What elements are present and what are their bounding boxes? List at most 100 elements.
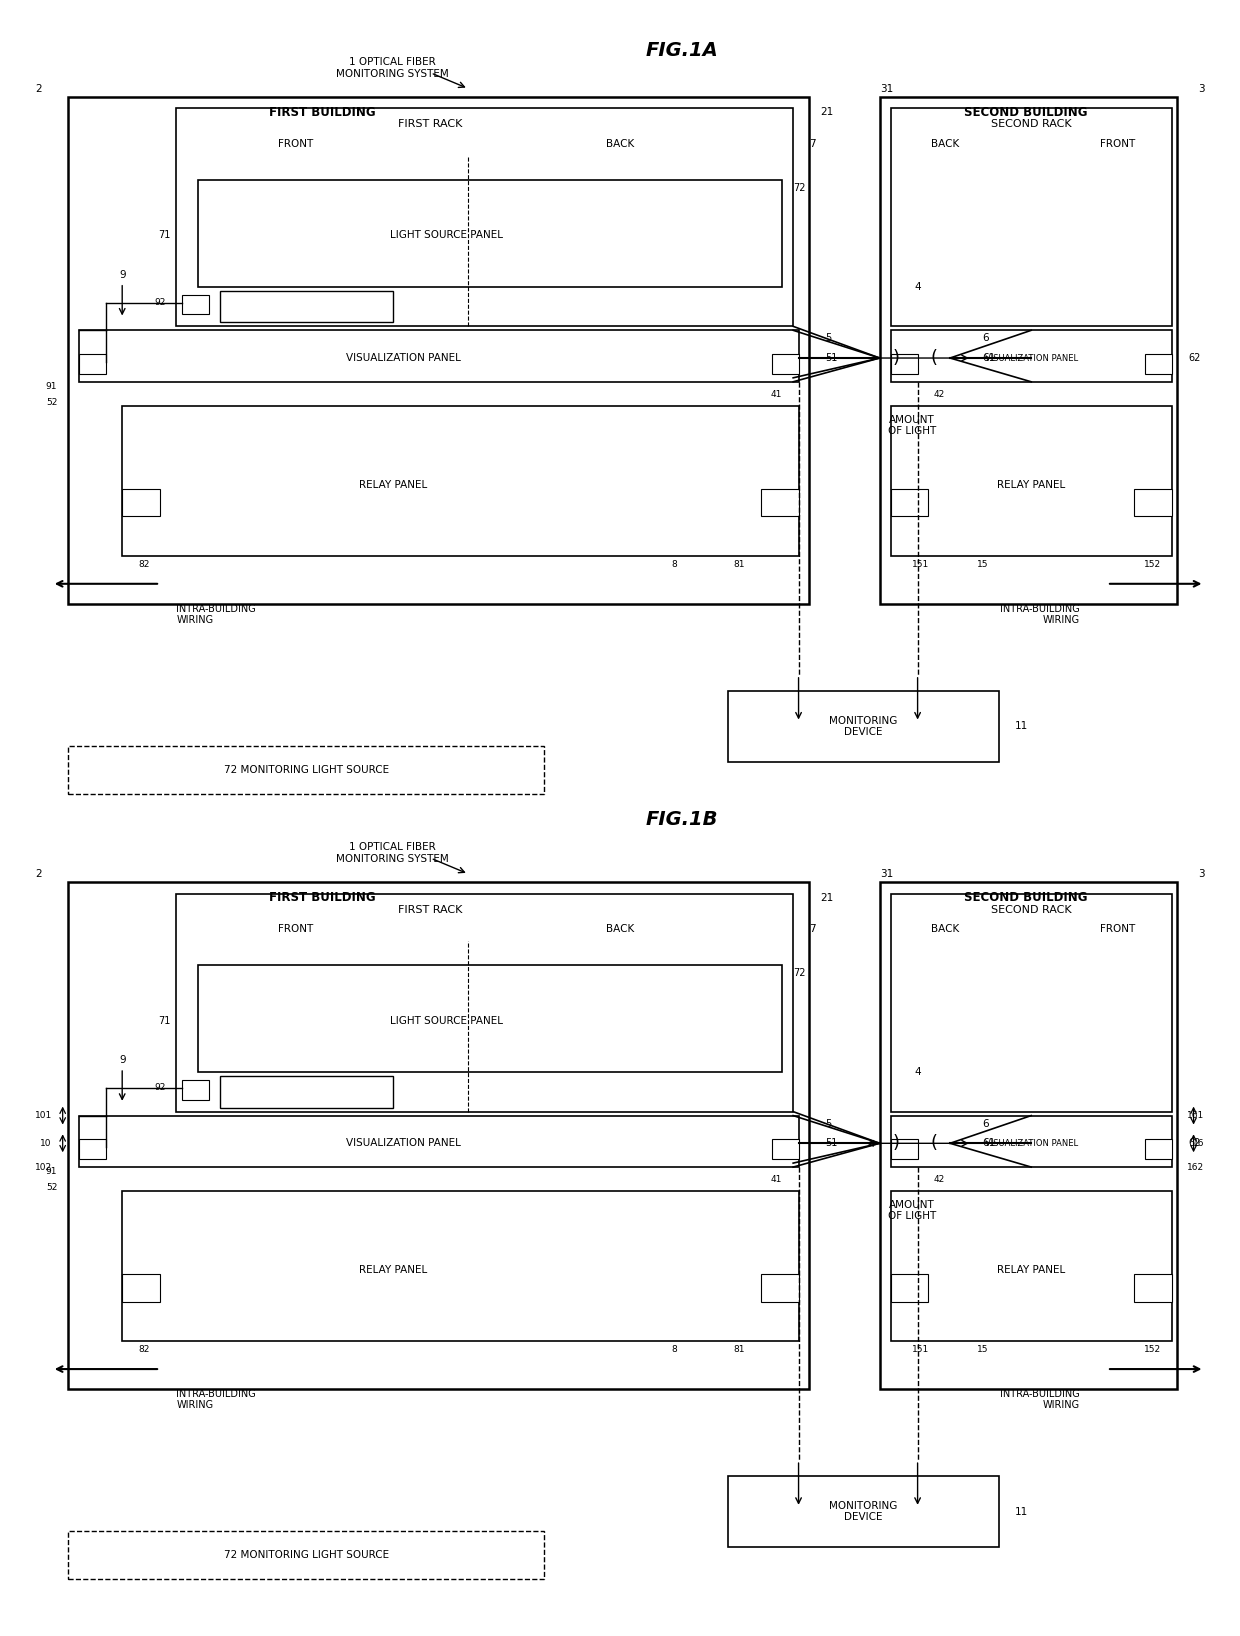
Text: 31: 31 <box>879 83 893 93</box>
Text: FIG.1B: FIG.1B <box>646 810 718 829</box>
Text: AMOUNT
OF LIGHT: AMOUNT OF LIGHT <box>888 414 936 437</box>
Text: 9: 9 <box>119 270 125 280</box>
Text: 61: 61 <box>982 1139 996 1148</box>
Bar <box>68 746 544 793</box>
Text: FIRST RACK: FIRST RACK <box>398 905 463 915</box>
Text: RELAY PANEL: RELAY PANEL <box>997 479 1065 489</box>
Text: FIG.1A: FIG.1A <box>646 41 718 61</box>
Text: INTRA-BUILDING
WIRING: INTRA-BUILDING WIRING <box>1001 1389 1080 1410</box>
Text: 2: 2 <box>36 83 42 93</box>
Bar <box>771 353 799 375</box>
Bar <box>79 1116 799 1166</box>
Text: BACK: BACK <box>930 924 959 934</box>
Text: 21: 21 <box>820 108 833 118</box>
Text: 81: 81 <box>733 1345 745 1355</box>
Bar <box>176 108 794 326</box>
Text: VISUALIZATION PANEL: VISUALIZATION PANEL <box>346 353 461 363</box>
Text: 92: 92 <box>154 1083 165 1093</box>
Text: 72: 72 <box>794 183 806 193</box>
Text: 152: 152 <box>1145 1345 1161 1355</box>
Text: 4: 4 <box>914 1067 921 1076</box>
Text: 161: 161 <box>1187 1111 1204 1121</box>
Text: ): ) <box>893 1134 899 1152</box>
Text: 61: 61 <box>982 353 996 363</box>
Text: SECOND BUILDING: SECOND BUILDING <box>963 106 1087 119</box>
Bar <box>182 294 208 314</box>
Text: 41: 41 <box>771 389 782 399</box>
Bar <box>728 1476 998 1548</box>
Text: BACK: BACK <box>606 139 634 149</box>
Text: FRONT: FRONT <box>278 139 312 149</box>
Bar <box>182 1080 208 1099</box>
Text: 8: 8 <box>671 1345 677 1355</box>
Text: 51: 51 <box>826 1139 838 1148</box>
Text: 91: 91 <box>46 1166 57 1176</box>
Bar <box>79 353 105 375</box>
Text: 10: 10 <box>41 1139 52 1148</box>
Text: 92: 92 <box>154 298 165 308</box>
Bar <box>198 180 782 286</box>
Bar <box>176 893 794 1111</box>
Text: 42: 42 <box>934 389 945 399</box>
Text: 9: 9 <box>119 1055 125 1065</box>
Bar <box>771 1139 799 1160</box>
Text: 52: 52 <box>46 1183 57 1193</box>
Text: 21: 21 <box>820 893 833 903</box>
Text: 101: 101 <box>35 1111 52 1121</box>
Bar <box>79 330 799 381</box>
Text: INTRA-BUILDING
WIRING: INTRA-BUILDING WIRING <box>1001 604 1080 625</box>
Text: RELAY PANEL: RELAY PANEL <box>997 1265 1065 1274</box>
Text: 15: 15 <box>977 1345 988 1355</box>
Text: 11: 11 <box>1016 1507 1028 1517</box>
Text: 51: 51 <box>826 353 838 363</box>
Bar <box>219 291 393 322</box>
Text: 62: 62 <box>1188 1139 1200 1148</box>
Bar <box>198 965 782 1072</box>
Text: 7: 7 <box>810 139 816 149</box>
Text: FIRST BUILDING: FIRST BUILDING <box>269 892 376 905</box>
Text: 5: 5 <box>826 1119 832 1129</box>
Text: FIRST RACK: FIRST RACK <box>398 119 463 129</box>
Text: 102: 102 <box>35 1163 52 1171</box>
Bar <box>879 882 1177 1389</box>
Text: 15: 15 <box>977 560 988 569</box>
Text: FRONT: FRONT <box>1100 139 1136 149</box>
Text: 151: 151 <box>913 560 930 569</box>
Text: INTRA-BUILDING
WIRING: INTRA-BUILDING WIRING <box>176 604 255 625</box>
Text: 7: 7 <box>810 924 816 934</box>
Text: 71: 71 <box>159 1016 171 1026</box>
Bar <box>79 1139 105 1160</box>
Bar <box>123 1191 799 1342</box>
Bar <box>219 1076 393 1108</box>
Bar <box>760 489 799 517</box>
Text: 162: 162 <box>1187 1163 1204 1171</box>
Bar <box>890 1116 1172 1166</box>
Text: LIGHT SOURCE PANEL: LIGHT SOURCE PANEL <box>391 1016 503 1026</box>
Text: 52: 52 <box>46 398 57 407</box>
Text: ): ) <box>893 348 899 366</box>
Bar <box>123 406 799 556</box>
Bar <box>890 406 1172 556</box>
Text: AMOUNT
OF LIGHT: AMOUNT OF LIGHT <box>888 1199 936 1222</box>
Text: SECOND BUILDING: SECOND BUILDING <box>963 892 1087 905</box>
Text: 71: 71 <box>159 231 171 240</box>
Text: BACK: BACK <box>606 924 634 934</box>
Text: 6: 6 <box>982 334 990 344</box>
Bar <box>123 1274 160 1302</box>
Text: FRONT: FRONT <box>278 924 312 934</box>
Text: 42: 42 <box>934 1175 945 1184</box>
Text: 41: 41 <box>771 1175 782 1184</box>
Bar <box>879 97 1177 604</box>
Text: FIRST BUILDING: FIRST BUILDING <box>269 106 376 119</box>
Bar <box>890 1139 918 1160</box>
Text: 91: 91 <box>46 381 57 391</box>
Text: (: ( <box>930 348 937 366</box>
Text: (: ( <box>930 1134 937 1152</box>
Text: 4: 4 <box>914 281 921 291</box>
Text: 72 MONITORING LIGHT SOURCE: 72 MONITORING LIGHT SOURCE <box>223 766 388 775</box>
Text: VISUALIZATION PANEL: VISUALIZATION PANEL <box>346 1139 461 1148</box>
Bar <box>1135 1274 1172 1302</box>
Text: VISUALIZATION PANEL: VISUALIZATION PANEL <box>985 353 1078 363</box>
Text: LIGHT SOURCE PANEL: LIGHT SOURCE PANEL <box>391 231 503 240</box>
Text: 16: 16 <box>1193 1139 1204 1148</box>
